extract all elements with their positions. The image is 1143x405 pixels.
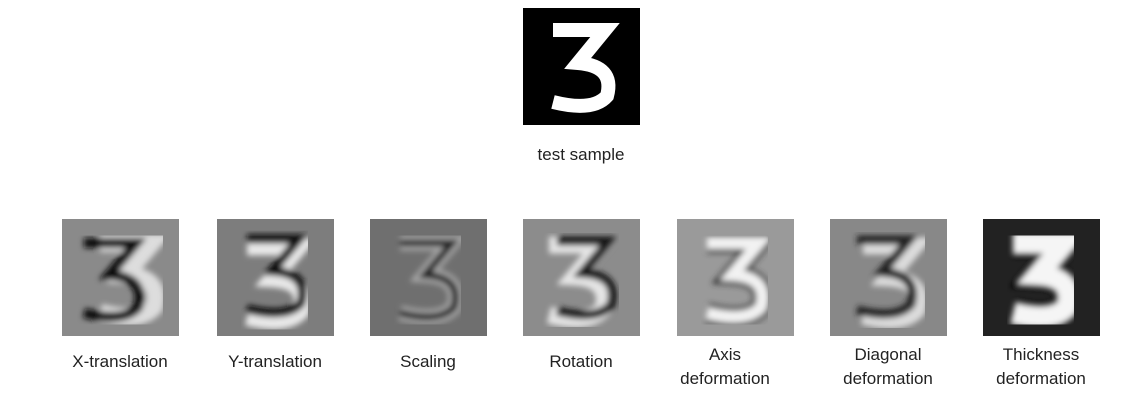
panel-caption: Y-translation [200,350,350,374]
panel-image [830,219,947,336]
figure: test sample X-translationY-translationSc… [0,0,1143,405]
panel-image [217,219,334,336]
panel-caption: Scaling [353,350,503,374]
panel-image [677,219,794,336]
panel-caption: Diagonal deformation [833,343,943,391]
test-sample-image [523,8,640,125]
panel-pattern [1013,243,1068,317]
panel-caption: Thickness deformation [986,343,1096,391]
panel-image [523,219,640,336]
panel-caption: X-translation [45,350,195,374]
panel-caption: Rotation [506,350,656,374]
test-sample-caption: test sample [516,143,646,167]
figure-art [0,0,1143,405]
panel-image [983,219,1100,336]
panel-image [370,219,487,336]
panel-caption: Axis deformation [670,343,780,391]
panel-image [62,219,179,336]
